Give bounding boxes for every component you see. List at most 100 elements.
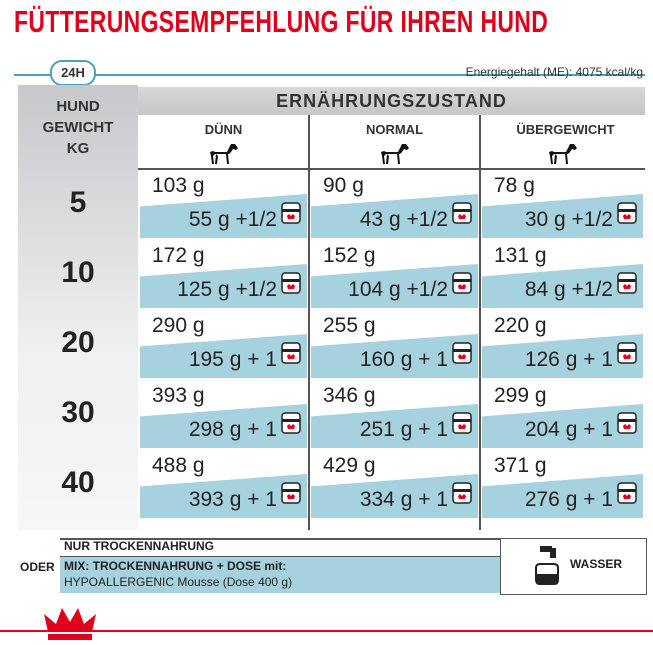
icon-part <box>540 546 552 552</box>
mix-amount: 104 g +1/2 <box>348 278 448 301</box>
icon-part <box>281 412 301 434</box>
dry-amount: 78 g <box>494 174 535 197</box>
icon-part <box>537 574 557 583</box>
icon-part <box>282 349 300 352</box>
icon-part <box>44 608 96 632</box>
can-icon <box>452 411 472 440</box>
icon-part <box>623 424 631 429</box>
mix-box <box>60 557 500 593</box>
column-divider <box>308 115 310 530</box>
cell: 371 g 276 g + 1 <box>482 450 643 518</box>
bottom-rule <box>0 630 653 632</box>
weight: 20 <box>61 326 95 359</box>
cell: 429 g 334 g + 1 <box>311 450 478 518</box>
icon-part <box>452 412 472 434</box>
weight-header-line: HUND <box>56 98 100 115</box>
dry-amount: 255 g <box>323 314 376 337</box>
icon-part <box>287 494 295 499</box>
icon-part <box>282 279 300 282</box>
mix-line: MIX: TROCKENNAHRUNG + DOSE mit: <box>64 559 287 573</box>
can-icon <box>281 481 301 510</box>
icon-part <box>548 144 577 164</box>
group-header: ERNÄHRUNGSZUSTAND <box>138 87 645 115</box>
icon-part <box>458 354 466 359</box>
icon-part <box>617 342 637 364</box>
icon-part <box>287 284 295 289</box>
can-icon <box>617 201 637 230</box>
cell: 152 g 104 g +1/2 <box>311 240 478 308</box>
icon-part <box>282 419 300 422</box>
can-icon <box>281 271 301 300</box>
icon-part <box>287 424 295 429</box>
weight: 5 <box>69 186 87 219</box>
weight-header-line: GEWICHT <box>42 119 114 136</box>
weight: 40 <box>61 466 95 499</box>
energy: Energiegehalt (ME): 4075 kcal/kg <box>465 65 643 79</box>
icon-part <box>452 482 472 504</box>
dry-amount: 290 g <box>152 314 205 337</box>
dry-amount: 152 g <box>323 244 376 267</box>
icon-part <box>617 482 637 504</box>
cell: 103 g 55 g +1/2 <box>140 170 307 238</box>
icon-part <box>617 412 637 434</box>
mix-amount: 334 g + 1 <box>359 488 448 511</box>
cell: 299 g 204 g + 1 <box>482 380 643 448</box>
icon-part <box>48 634 92 640</box>
title: FÜTTERUNGSEMPFEHLUNG FÜR IHREN HUND <box>14 4 549 39</box>
can-icon <box>617 481 637 510</box>
icon-part <box>453 419 471 422</box>
cell: 255 g 160 g + 1 <box>311 310 478 378</box>
icon-part <box>282 209 300 212</box>
icon-part <box>453 349 471 352</box>
icon-part <box>618 349 636 352</box>
icon-part <box>618 419 636 422</box>
water: WASSER <box>570 557 623 571</box>
can-icon <box>452 481 472 510</box>
dry-amount: 90 g <box>323 174 364 197</box>
can-icon <box>617 341 637 370</box>
water-icon <box>535 546 559 585</box>
cell: 78 g 30 g +1/2 <box>482 170 643 238</box>
icon-part <box>458 494 466 499</box>
icon-part <box>281 272 301 294</box>
icon-part <box>623 354 631 359</box>
dry-amount: 103 g <box>152 174 205 197</box>
cell: 488 g 393 g + 1 <box>140 450 307 518</box>
dry-amount: 220 g <box>494 314 547 337</box>
dry-amount: 488 g <box>152 454 205 477</box>
footer: NUR TROCKENNAHRUNG ODER MIX: TROCKENNAHR… <box>0 532 653 602</box>
dry-amount: 429 g <box>323 454 376 477</box>
mix-amount: 393 g + 1 <box>188 488 277 511</box>
column-divider <box>479 115 481 530</box>
dry-amount: 299 g <box>494 384 547 407</box>
can-icon <box>281 341 301 370</box>
icon-part <box>618 209 636 212</box>
mix-amount: 43 g +1/2 <box>359 208 448 231</box>
cell: 220 g 126 g + 1 <box>482 310 643 378</box>
dry-amount: 393 g <box>152 384 205 407</box>
mix-amount: 125 g +1/2 <box>177 278 277 301</box>
cell: 90 g 43 g +1/2 <box>311 170 478 238</box>
icon-part <box>623 494 631 499</box>
mix-amount: 160 g + 1 <box>359 348 448 371</box>
column-header: NORMAL <box>365 122 424 137</box>
weight: 10 <box>61 256 95 289</box>
icon-part <box>623 284 631 289</box>
badge: 24H <box>50 60 96 86</box>
icon-part <box>452 272 472 294</box>
header-rule <box>14 74 645 76</box>
column-header: DÜNN <box>204 122 243 137</box>
weight-column <box>18 85 138 530</box>
logo <box>44 608 96 640</box>
icon-part <box>458 214 466 219</box>
can-icon <box>617 411 637 440</box>
mix-amount: 276 g + 1 <box>524 488 613 511</box>
mix-amount: 251 g + 1 <box>359 418 448 441</box>
can-icon <box>617 271 637 300</box>
column-header: ÜBERGEWICHT <box>516 122 615 137</box>
icon-part <box>617 272 637 294</box>
icon-part <box>453 279 471 282</box>
icon-part <box>452 342 472 364</box>
mix-amount: 55 g +1/2 <box>188 208 277 231</box>
